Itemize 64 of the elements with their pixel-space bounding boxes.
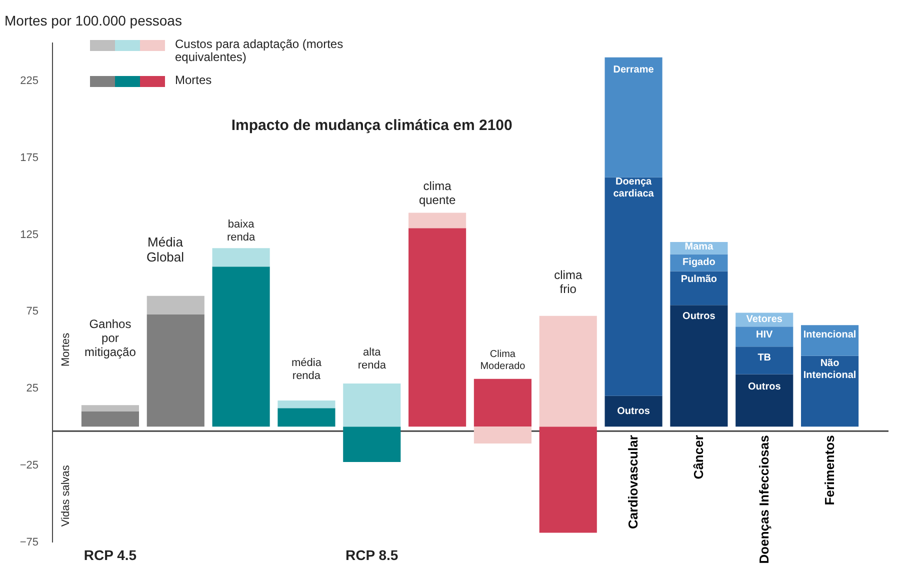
annotation: clima frio	[554, 268, 582, 296]
annotation: Não Intencional	[803, 358, 856, 382]
annotation: Outros	[617, 406, 650, 418]
bar	[736, 326, 794, 347]
legend-label: Custos para adaptação (mortes equivalentes)	[175, 37, 344, 64]
x-tick-label: Cardiovascular	[626, 435, 641, 530]
annotation: Média Global	[146, 234, 184, 265]
bar	[278, 400, 336, 408]
bar	[604, 177, 662, 396]
annotation: TB	[758, 352, 772, 364]
bar	[539, 316, 597, 427]
annotation: Vidas salvas	[60, 464, 72, 527]
bar	[343, 384, 401, 427]
annotation: baixa renda	[226, 218, 256, 244]
text: RCP 8.5	[346, 546, 398, 563]
annotation: Clima Moderado	[480, 348, 526, 372]
bar	[212, 266, 270, 427]
annotation: alta renda	[358, 346, 387, 372]
annotation: HIV	[756, 329, 774, 340]
x-tick-label: Ferimentos	[822, 435, 837, 506]
annotation: Outros	[748, 382, 782, 393]
bar	[278, 408, 336, 427]
y-tick-label: −25	[20, 460, 38, 472]
y-tick-label: −75	[20, 536, 38, 548]
bar	[539, 426, 597, 533]
annotation: média renda	[291, 357, 322, 382]
annotation: clima quente	[418, 178, 456, 207]
annotation: Doença cardiaca	[613, 176, 654, 200]
bar	[81, 405, 139, 412]
annotation: Pulmão	[680, 274, 718, 285]
text: RCP 4.5	[84, 546, 137, 563]
bar	[474, 426, 532, 444]
annotation: Impacto de mudança climática em 2100	[231, 117, 512, 134]
bar	[146, 314, 204, 427]
legend-label: Mortes	[175, 73, 213, 87]
annotation: Mama	[684, 242, 714, 253]
bar	[604, 57, 662, 178]
bar	[670, 271, 728, 306]
bar	[670, 305, 728, 427]
annotation: Vetores	[746, 314, 783, 325]
bar	[604, 396, 662, 427]
y-axis-title: Mortes por 100.000 pessoas	[4, 12, 182, 28]
annotation: Derrame	[613, 64, 654, 76]
bar	[736, 374, 794, 427]
bar	[474, 378, 532, 427]
annotation: Outros	[682, 310, 716, 322]
annotation: Mortes	[60, 332, 72, 367]
y-tick-label: 25	[26, 382, 38, 395]
y-tick-label: 75	[26, 306, 38, 318]
y-tick-label: 125	[20, 228, 38, 241]
bar	[408, 212, 466, 228]
bar	[212, 248, 270, 267]
bar	[146, 296, 204, 314]
y-tick-label: 175	[20, 152, 38, 164]
bar	[736, 346, 794, 374]
annotation: Intencional	[803, 329, 856, 340]
annotation: Ganhos por mitigação	[84, 317, 136, 360]
annotation: Figado	[682, 257, 716, 268]
bar	[81, 411, 139, 427]
x-tick-label: Doenças Infecciosas	[756, 435, 772, 564]
bar	[343, 426, 401, 462]
y-tick-label: 225	[20, 74, 38, 87]
x-tick-label: Câncer	[690, 435, 706, 480]
bar	[408, 228, 466, 427]
